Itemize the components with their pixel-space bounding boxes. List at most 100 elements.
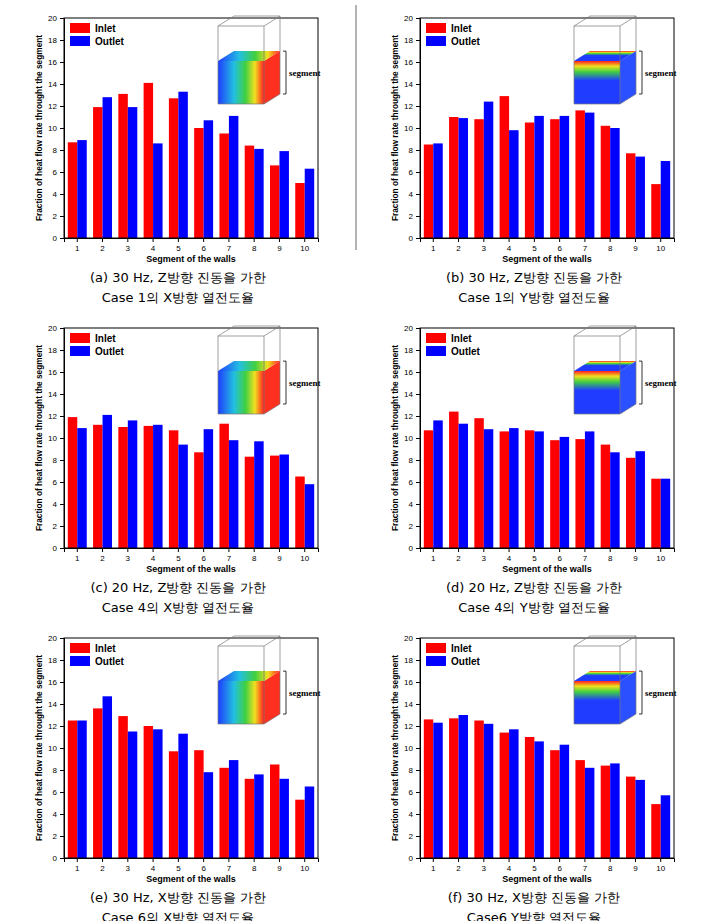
- tick-label: 7: [227, 864, 232, 873]
- tick-mark: [153, 858, 154, 862]
- tick: 2: [53, 212, 64, 221]
- tick-label: 18: [404, 656, 413, 665]
- bar: [169, 98, 178, 238]
- bar: [626, 153, 635, 238]
- tick-label: 16: [404, 58, 413, 67]
- bar: [534, 431, 543, 548]
- tick-mark: [77, 548, 78, 552]
- tick: 5: [532, 548, 537, 563]
- bars: [68, 83, 314, 238]
- tick-label: 4: [507, 864, 512, 873]
- tick: 0: [53, 234, 64, 243]
- tick-label: 9: [277, 244, 282, 253]
- bar: [550, 440, 559, 548]
- tick: 8: [608, 858, 613, 873]
- tick-label: 1: [75, 554, 80, 563]
- tick-label: 12: [48, 722, 57, 731]
- tick: 16: [48, 678, 64, 687]
- tick-mark: [279, 858, 280, 862]
- tick: 3: [482, 548, 487, 563]
- tick-label: 4: [409, 190, 414, 199]
- bar: [254, 149, 263, 238]
- tick: 6: [53, 788, 64, 797]
- tick-label: 18: [48, 36, 57, 45]
- tick-label: 10: [656, 554, 665, 563]
- inset-cube: [218, 636, 286, 724]
- tick: 8: [608, 238, 613, 253]
- tick-mark: [416, 106, 420, 107]
- tick-label: 8: [409, 146, 414, 155]
- tick-label: 4: [151, 864, 156, 873]
- bar: [68, 721, 77, 859]
- tick: 16: [404, 678, 420, 687]
- cube-face: [218, 361, 280, 371]
- tick-label: 7: [583, 554, 588, 563]
- tick-mark: [433, 548, 434, 552]
- tick-label: 9: [633, 864, 638, 873]
- tick-mark: [416, 504, 420, 505]
- x-axis: 12345678910: [421, 548, 675, 563]
- tick: 8: [409, 456, 420, 465]
- tick: 1: [431, 858, 436, 873]
- tick-mark: [60, 238, 64, 239]
- bar-series: [433, 420, 670, 548]
- tick: 10: [48, 124, 64, 133]
- bar: [424, 430, 433, 548]
- bar: [575, 760, 584, 858]
- bar: [459, 424, 468, 548]
- tick-label: 6: [53, 478, 58, 487]
- bar: [449, 718, 458, 858]
- bar: [169, 430, 178, 548]
- bar: [635, 451, 644, 548]
- annotation: segment: [645, 688, 677, 698]
- y-axis-title: Fraction of heat flow rate throught the …: [34, 35, 44, 221]
- tick-mark: [483, 238, 484, 242]
- bar: [601, 126, 610, 238]
- tick-label: 1: [431, 244, 436, 253]
- tick-label: 8: [53, 766, 58, 775]
- bars: [424, 412, 670, 548]
- legend: InletOutlet: [70, 333, 125, 357]
- tick: 20: [404, 634, 420, 643]
- tick-label: 1: [431, 554, 436, 563]
- tick-mark: [416, 328, 420, 329]
- tick-mark: [416, 460, 420, 461]
- cube-face: [218, 671, 280, 681]
- legend: InletOutlet: [70, 643, 125, 667]
- tick-label: 10: [48, 744, 57, 753]
- tick-label: 8: [53, 456, 58, 465]
- tick-mark: [60, 128, 64, 129]
- bar: [219, 424, 228, 548]
- tick: 16: [404, 58, 420, 67]
- axis-line: [60, 639, 65, 859]
- tick-label: 2: [53, 212, 58, 221]
- tick-mark: [228, 858, 229, 862]
- bar: [474, 418, 483, 548]
- tick-label: 18: [404, 36, 413, 45]
- caption: Case6 Y방향 열전도율: [467, 910, 601, 921]
- tick-label: 16: [404, 368, 413, 377]
- tick-label: 8: [53, 146, 58, 155]
- tick-mark: [416, 394, 420, 395]
- bar: [575, 439, 584, 548]
- tick-mark: [433, 858, 434, 862]
- tick-label: 2: [456, 244, 461, 253]
- legend-label: Inlet: [451, 643, 472, 654]
- tick-mark: [635, 548, 636, 552]
- tick-label: 14: [404, 80, 413, 89]
- tick-mark: [279, 548, 280, 552]
- tick: 4: [151, 238, 156, 253]
- y-axis: 02468101214161820: [404, 634, 420, 863]
- tick: 12: [48, 412, 64, 421]
- tick-label: 7: [583, 244, 588, 253]
- bar: [295, 183, 304, 238]
- tick-mark: [60, 62, 64, 63]
- caption: (d) 20 Hz, Z방향 진동을 가한: [446, 580, 622, 595]
- tick-mark: [509, 238, 510, 242]
- tick-label: 8: [252, 244, 257, 253]
- panel: 0246810121416182012345678910Segment of t…: [34, 324, 321, 615]
- bar-series: [77, 415, 314, 548]
- bar: [103, 97, 112, 238]
- tick-mark: [254, 238, 255, 242]
- figure: 0246810121416182012345678910Segment of t…: [0, 0, 712, 921]
